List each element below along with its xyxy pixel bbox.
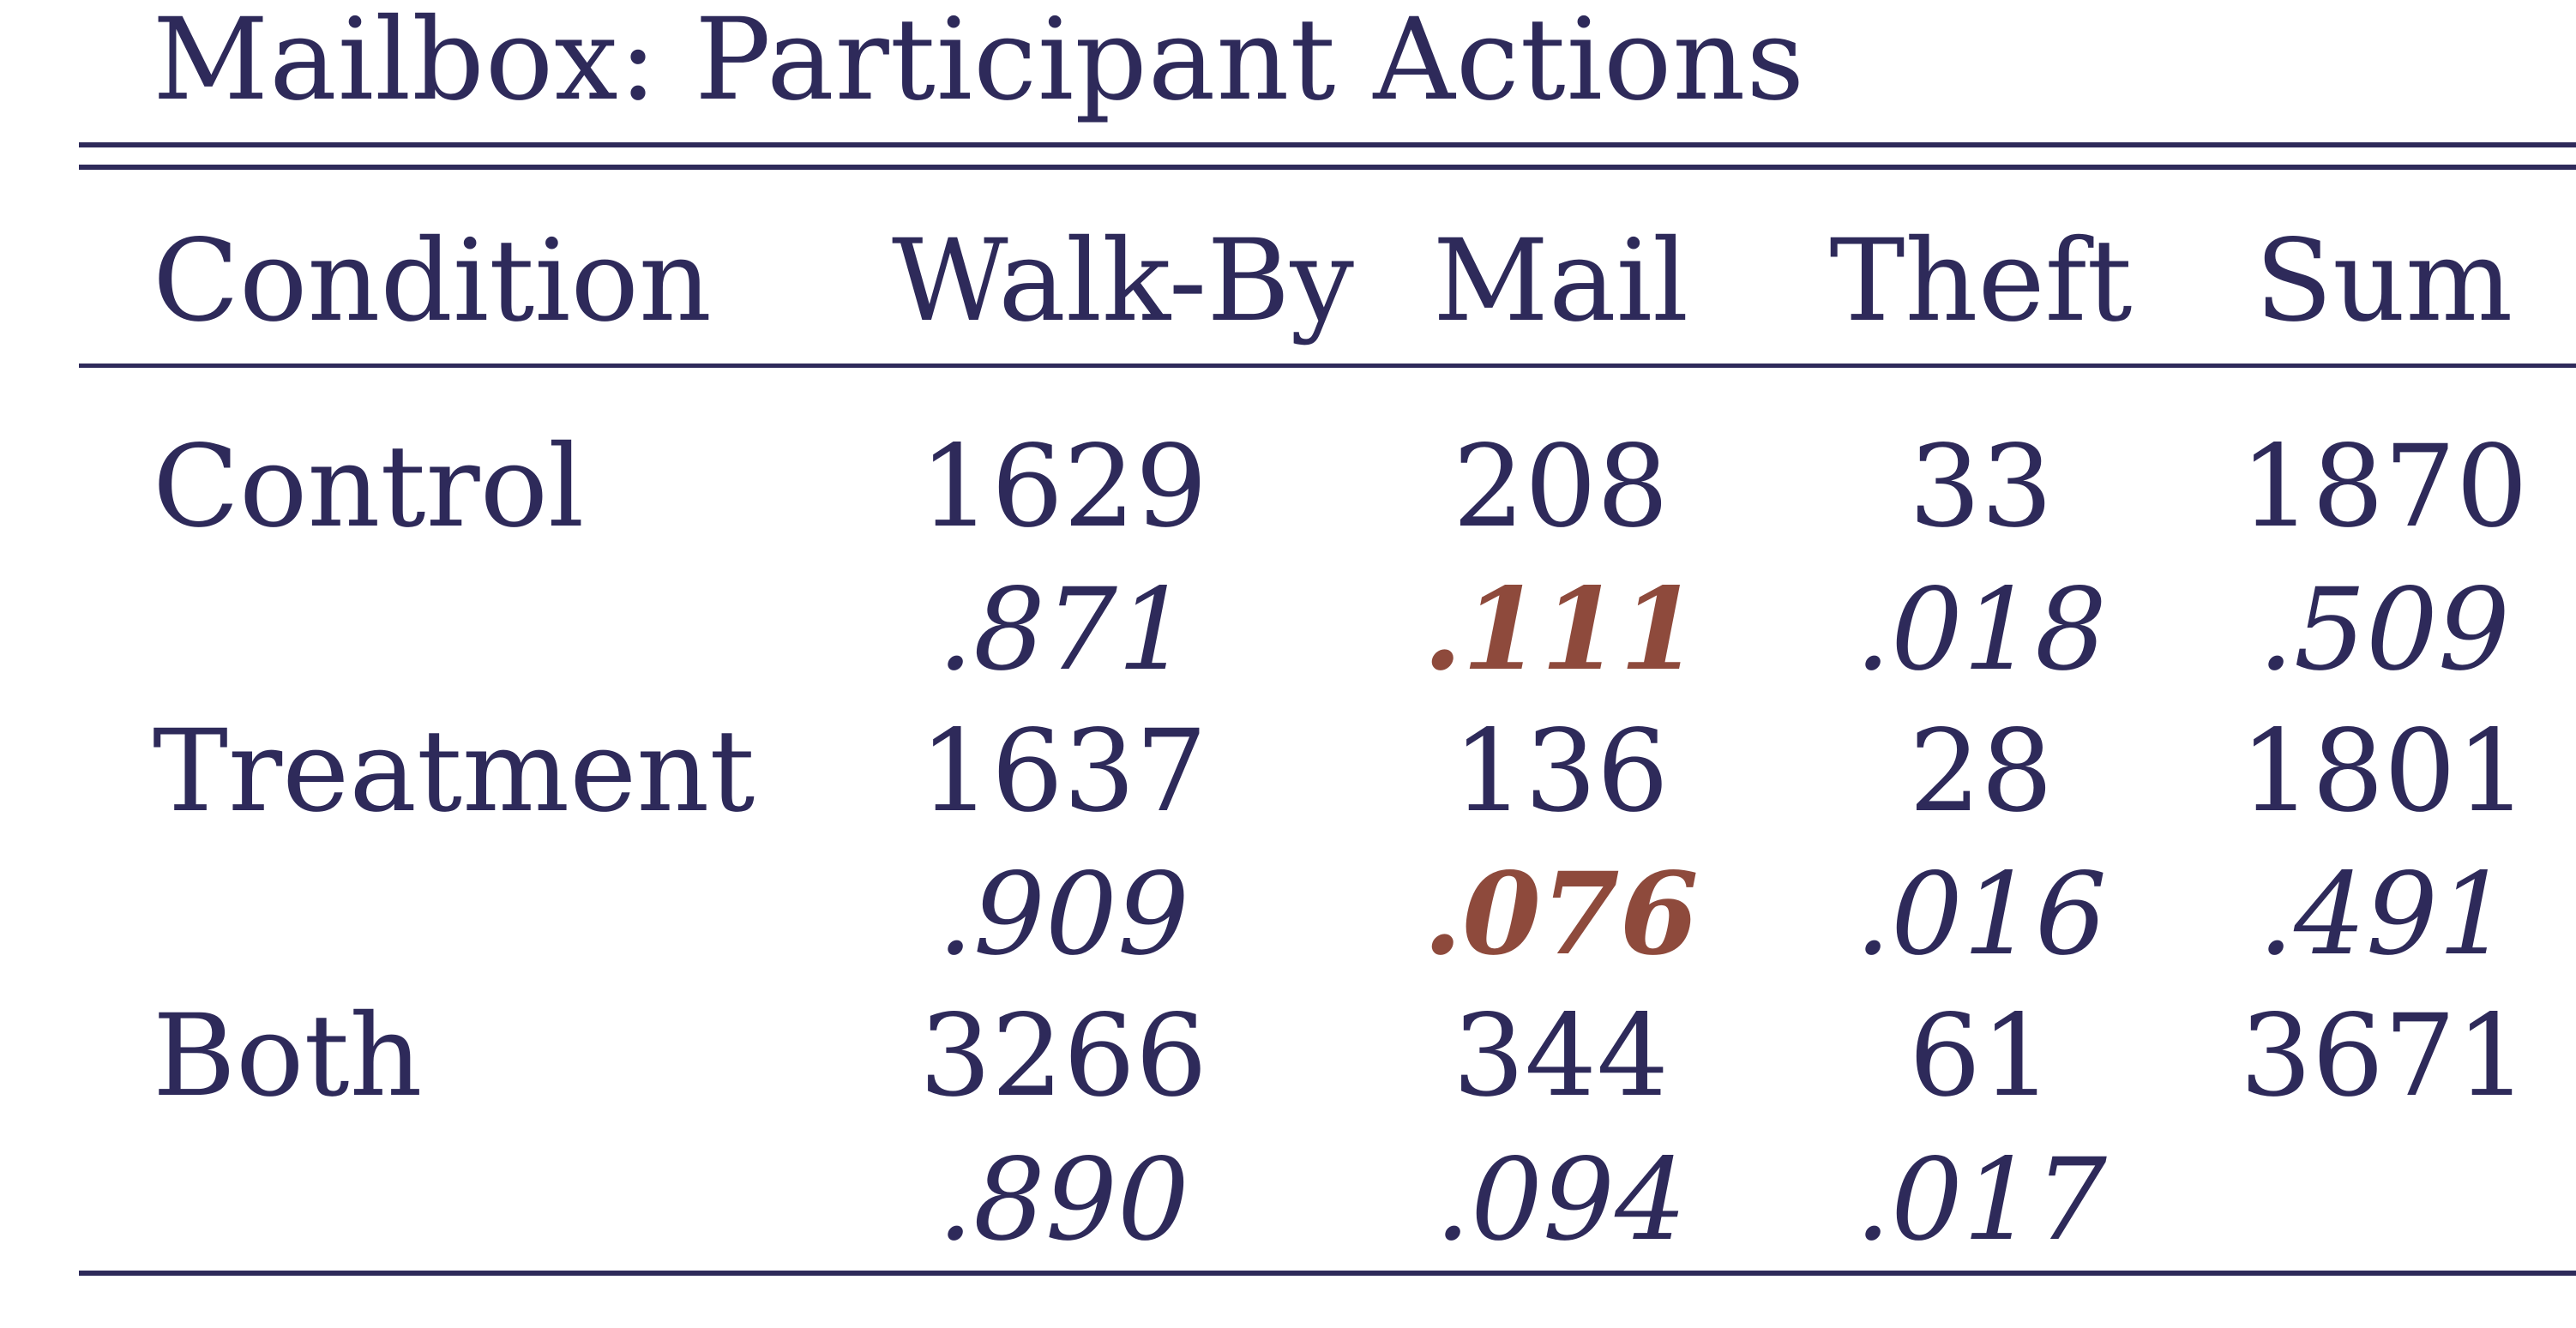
header-rule — [79, 364, 2576, 368]
both-theft-count: 61 — [1909, 990, 2053, 1122]
treatment-mail-proportion: .076 — [1423, 848, 1699, 981]
treatment-sum-count: 1801 — [2240, 706, 2528, 838]
top-rule-inner — [79, 165, 2576, 170]
header-mail: Mail — [1432, 215, 1689, 347]
both-walk-by-count: 3266 — [919, 990, 1207, 1122]
control-mail-proportion: .111 — [1423, 563, 1699, 696]
both-walk-by-proportion: .890 — [937, 1134, 1189, 1266]
header-theft: Theft — [1829, 215, 2133, 347]
header-condition: Condition — [153, 215, 712, 347]
row-label-both: Both — [153, 990, 423, 1122]
control-sum-count: 1870 — [2240, 421, 2528, 553]
control-walk-by-proportion: .871 — [937, 564, 1189, 696]
control-sum-proportion: .509 — [2258, 564, 2510, 696]
top-rule-outer — [79, 142, 2576, 147]
header-walk-by: Walk-By — [892, 215, 1354, 347]
both-mail-proportion: .094 — [1435, 1134, 1687, 1266]
control-mail-count: 208 — [1453, 421, 1669, 553]
treatment-theft-proportion: .016 — [1855, 849, 2107, 981]
header-sum: Sum — [2254, 215, 2513, 347]
control-theft-count: 33 — [1909, 421, 2053, 553]
table-title: Mailbox: Participant Actions — [153, 0, 1806, 126]
row-label-treatment: Treatment — [153, 706, 755, 838]
both-theft-proportion: .017 — [1855, 1134, 2107, 1266]
bottom-rule — [79, 1271, 2576, 1276]
treatment-sum-proportion: .491 — [2258, 849, 2510, 981]
treatment-walk-by-count: 1637 — [919, 706, 1207, 838]
row-label-control: Control — [153, 421, 585, 553]
control-walk-by-count: 1629 — [919, 421, 1207, 553]
control-theft-proportion: .018 — [1855, 564, 2107, 696]
treatment-mail-count: 136 — [1453, 706, 1669, 838]
both-mail-count: 344 — [1453, 990, 1669, 1122]
treatment-theft-count: 28 — [1909, 706, 2053, 838]
treatment-walk-by-proportion: .909 — [937, 849, 1189, 981]
both-sum-count: 3671 — [2240, 990, 2528, 1122]
